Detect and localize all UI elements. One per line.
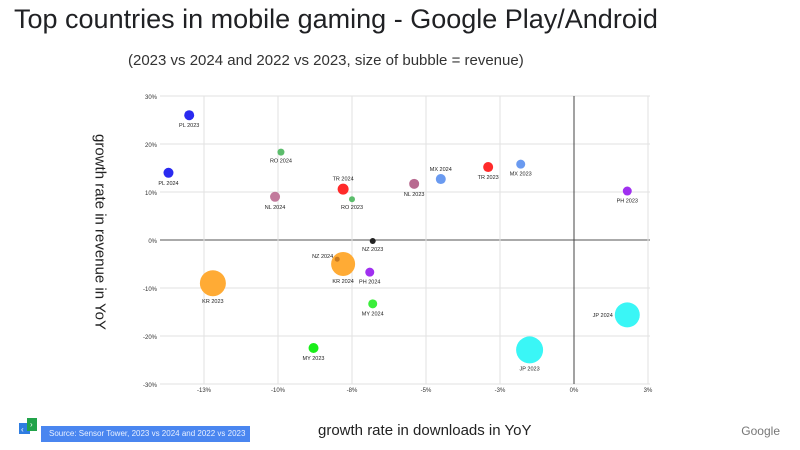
- bubble-label: NL 2024: [265, 205, 286, 211]
- bubble-my-2024: [368, 299, 378, 309]
- bubble-label: TR 2024: [333, 177, 354, 183]
- bubble-jp-2023: [516, 336, 544, 364]
- svg-text:›: ›: [30, 420, 33, 429]
- bubble-tr-2023: [483, 162, 494, 173]
- bubble-tr-2024: [337, 183, 349, 195]
- y-tick-label: 10%: [145, 191, 158, 197]
- bubble-label: NZ 2023: [362, 247, 383, 253]
- bubble-nl-2024: [270, 191, 281, 202]
- y-tick-label: 0%: [148, 239, 157, 245]
- bubble-nl-2023: [409, 178, 420, 189]
- y-tick-label: 20%: [145, 143, 158, 149]
- x-tick-label: -13%: [197, 388, 212, 394]
- y-tick-label: -10%: [143, 287, 158, 293]
- bubble-label: TR 2023: [478, 175, 499, 181]
- bubble-ro-2023: [349, 196, 355, 203]
- y-tick-label: 30%: [145, 95, 158, 101]
- bubble-mx-2023: [516, 159, 526, 169]
- bubble-label: PL 2023: [179, 123, 199, 129]
- y-tick-label: -20%: [143, 335, 158, 341]
- y-tick-label: -30%: [143, 383, 158, 389]
- bubble-label: NL 2023: [404, 192, 425, 198]
- bubble-label: MX 2024: [430, 167, 452, 173]
- bubble-label: RO 2024: [270, 159, 292, 165]
- bubble-ro-2024: [277, 148, 285, 156]
- x-tick-label: -3%: [495, 388, 506, 394]
- svg-text:‹: ‹: [21, 425, 24, 434]
- bubble-jp-2024: [614, 302, 640, 328]
- x-tick-label: -5%: [421, 388, 432, 394]
- slides-logo-icon: ‹ ›: [19, 418, 37, 434]
- bubble-label: PH 2024: [359, 280, 380, 286]
- bubble-label: PH 2023: [617, 199, 638, 205]
- google-wordmark: Google: [741, 424, 780, 438]
- bubble-kr-2024: [331, 252, 356, 276]
- x-tick-label: 3%: [644, 388, 653, 394]
- bubble-label: KR 2024: [332, 279, 353, 285]
- bubble-kr-2023: [199, 270, 226, 297]
- bubble-label: MX 2023: [510, 172, 532, 178]
- x-tick-label: -8%: [347, 388, 358, 394]
- bubble-nz-2024: [334, 256, 340, 262]
- bubble-label: JP 2023: [520, 366, 540, 372]
- bubble-pl-2023: [184, 110, 195, 121]
- bubble-mx-2024: [435, 174, 446, 185]
- x-tick-label: 0%: [570, 388, 579, 394]
- bubble-label: MY 2023: [303, 356, 325, 362]
- bubble-my-2023: [308, 343, 319, 353]
- x-axis-label: growth rate in downloads in YoY: [318, 422, 532, 439]
- bubble-ph-2023: [622, 186, 632, 196]
- bubble-label: PL 2024: [158, 181, 178, 187]
- bubble-ph-2024: [365, 267, 375, 277]
- bubble-label: RO 2023: [341, 205, 363, 211]
- slide-title: Top countries in mobile gaming - Google …: [14, 4, 658, 34]
- source-note: Source: Sensor Tower, 2023 vs 2024 and 2…: [41, 426, 250, 442]
- bubble-label: KR 2023: [202, 299, 223, 305]
- slide-subtitle: (2023 vs 2024 and 2022 vs 2023, size of …: [128, 52, 524, 69]
- bubble-nz-2023: [369, 237, 376, 244]
- bubble-pl-2024: [163, 167, 174, 178]
- bubble-label: MY 2024: [362, 311, 384, 317]
- bubble-label: JP 2024: [593, 313, 613, 319]
- bubble-label: NZ 2024: [312, 254, 333, 260]
- x-tick-label: -10%: [271, 388, 286, 394]
